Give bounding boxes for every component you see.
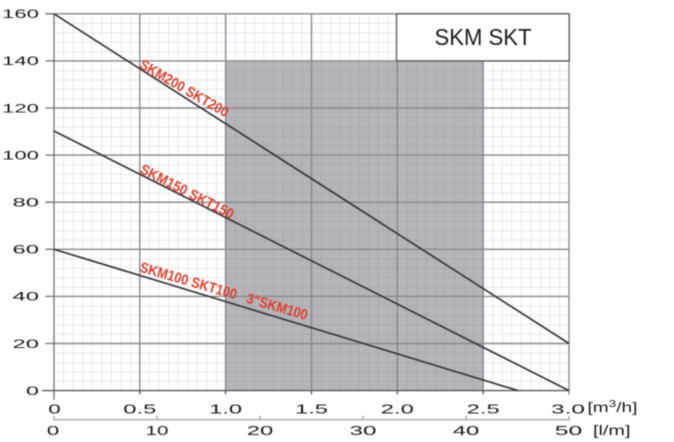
svg-text:2.5: 2.5: [467, 402, 500, 417]
svg-text:1.5: 1.5: [295, 402, 328, 417]
svg-text:0: 0: [48, 402, 61, 417]
svg-text:10: 10: [146, 423, 169, 438]
svg-text:0: 0: [26, 384, 40, 398]
svg-text:160: 160: [2, 7, 40, 21]
svg-text:80: 80: [13, 196, 40, 210]
svg-text:100: 100: [2, 148, 40, 162]
svg-text:1.0: 1.0: [209, 402, 242, 417]
svg-text:0.5: 0.5: [123, 402, 156, 417]
svg-text:60: 60: [13, 243, 40, 257]
svg-text:40: 40: [453, 423, 480, 438]
svg-text:140: 140: [2, 54, 40, 68]
svg-text:40: 40: [13, 290, 40, 304]
svg-text:[l/m]: [l/m]: [593, 422, 631, 438]
svg-text:120: 120: [2, 101, 40, 115]
svg-text:50: 50: [555, 423, 583, 438]
svg-text:SKM SKT: SKM SKT: [435, 24, 532, 50]
svg-text:20: 20: [13, 337, 40, 351]
svg-text:2.0: 2.0: [381, 402, 414, 417]
svg-text:[m3/h]: [m 3/h]: [588, 399, 638, 415]
svg-text:0: 0: [47, 423, 60, 438]
svg-text:20: 20: [247, 423, 274, 438]
svg-text:3.0: 3.0: [551, 402, 585, 417]
svg-text:30: 30: [350, 423, 377, 438]
